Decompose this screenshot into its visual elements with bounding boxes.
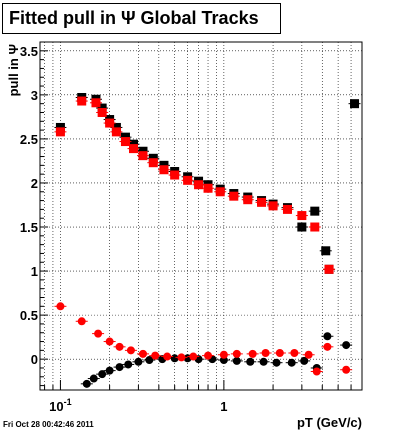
data-point-circle bbox=[98, 370, 107, 379]
data-point-circle bbox=[82, 379, 91, 388]
data-point-circle bbox=[94, 329, 103, 338]
data-point-circle bbox=[304, 350, 313, 359]
data-point-circle bbox=[170, 354, 179, 363]
data-point-square bbox=[297, 211, 307, 221]
data-point-circle bbox=[151, 351, 160, 360]
data-point-circle bbox=[290, 348, 299, 357]
data-point-circle bbox=[323, 342, 332, 351]
data-point-square bbox=[297, 222, 307, 232]
data-point-square bbox=[170, 170, 180, 180]
data-point-circle bbox=[204, 351, 213, 360]
axes: 0 0.5 1 1.5 2 2.5 3 3.5 10-1 1 bbox=[20, 41, 363, 414]
data-point-square bbox=[243, 195, 253, 205]
data-point-square bbox=[105, 118, 115, 128]
data-point-circle bbox=[232, 356, 241, 365]
data-point-square bbox=[138, 151, 148, 161]
y-tick-label: 1.5 bbox=[20, 220, 38, 235]
y-tick-label: 0 bbox=[31, 352, 38, 367]
data-point-square bbox=[215, 187, 225, 197]
data-point-circle bbox=[134, 357, 143, 366]
x-tick-label: 1 bbox=[220, 399, 227, 414]
data-point-square bbox=[91, 98, 101, 108]
data-point-circle bbox=[145, 356, 154, 365]
y-tick-label: 2.5 bbox=[20, 132, 38, 147]
data-point-square bbox=[321, 246, 331, 256]
data-point-square bbox=[203, 183, 213, 193]
y-axis-label: pull in Ψ bbox=[6, 44, 21, 96]
y-tick-label: 3.5 bbox=[20, 44, 38, 59]
data-point-circle bbox=[232, 349, 241, 358]
data-point-square bbox=[194, 180, 204, 190]
data-point-circle bbox=[56, 302, 65, 311]
x-axis-label: pT (GeV/c) bbox=[297, 415, 362, 430]
data-point-square bbox=[268, 201, 278, 211]
plot-frame bbox=[39, 41, 363, 391]
data-point-circle bbox=[261, 348, 270, 357]
data-point-circle bbox=[323, 332, 332, 341]
data-marks bbox=[54, 93, 361, 388]
data-point-circle bbox=[272, 358, 281, 367]
y-tick-label: 0.5 bbox=[20, 308, 38, 323]
timestamp-footer: Fri Oct 28 00:42:46 2011 bbox=[3, 420, 94, 429]
data-point-circle bbox=[138, 349, 147, 358]
data-point-circle bbox=[219, 350, 228, 359]
data-point-square bbox=[55, 127, 65, 137]
data-point-circle bbox=[163, 352, 172, 361]
data-point-circle bbox=[246, 357, 255, 366]
data-point-circle bbox=[89, 374, 98, 383]
data-point-square bbox=[310, 222, 320, 232]
data-point-circle bbox=[189, 352, 198, 361]
data-point-circle bbox=[342, 365, 351, 374]
data-point-circle bbox=[115, 363, 124, 372]
data-point-square bbox=[310, 206, 320, 216]
chart-title: Fitted pull in Ψ Global Tracks bbox=[2, 3, 281, 34]
data-point-circle bbox=[275, 348, 284, 357]
data-point-square bbox=[159, 165, 169, 175]
data-point-square bbox=[282, 204, 292, 214]
data-point-circle bbox=[287, 358, 296, 367]
y-tick-label: 1 bbox=[31, 264, 38, 279]
data-point-circle bbox=[126, 346, 135, 355]
data-point-circle bbox=[105, 366, 114, 375]
data-point-circle bbox=[77, 317, 86, 326]
data-point-circle bbox=[342, 341, 351, 350]
data-point-circle bbox=[259, 357, 268, 366]
data-point-square bbox=[183, 175, 193, 185]
x-tick-label: 10-1 bbox=[49, 397, 71, 414]
data-point-circle bbox=[312, 367, 321, 376]
data-point-square bbox=[257, 197, 267, 207]
data-point-circle bbox=[115, 342, 124, 351]
data-point-circle bbox=[300, 356, 309, 365]
data-point-square bbox=[129, 144, 139, 154]
y-tick-label: 2 bbox=[31, 176, 38, 191]
data-point-square bbox=[111, 127, 121, 137]
data-point-square bbox=[324, 264, 334, 274]
data-point-square bbox=[120, 137, 130, 147]
grid-lines bbox=[40, 42, 363, 390]
data-point-square bbox=[350, 99, 360, 109]
data-point-circle bbox=[105, 337, 114, 346]
data-point-square bbox=[97, 107, 107, 117]
data-point-square bbox=[229, 191, 239, 201]
y-tick-label: 3 bbox=[31, 88, 38, 103]
data-point-circle bbox=[248, 349, 257, 358]
data-point-square bbox=[77, 96, 87, 106]
data-point-circle bbox=[124, 360, 133, 369]
data-point-circle bbox=[177, 353, 186, 362]
data-point-square bbox=[148, 158, 158, 168]
